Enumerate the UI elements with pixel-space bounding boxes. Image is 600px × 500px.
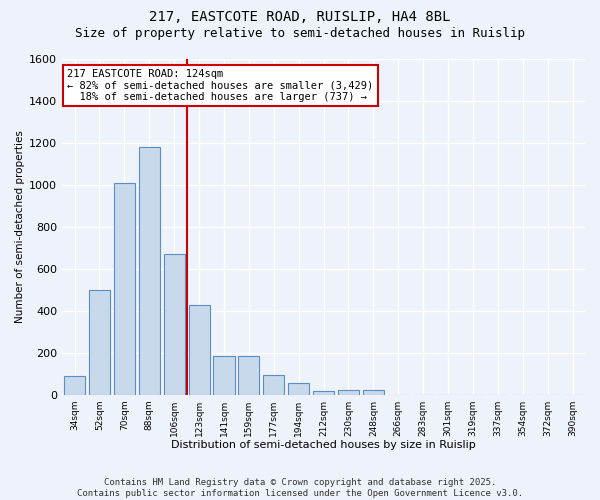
Bar <box>114 183 135 394</box>
Bar <box>288 383 309 394</box>
Bar <box>139 147 160 394</box>
Bar <box>313 392 334 394</box>
X-axis label: Distribution of semi-detached houses by size in Ruislip: Distribution of semi-detached houses by … <box>171 440 476 450</box>
Text: 217 EASTCOTE ROAD: 124sqm
← 82% of semi-detached houses are smaller (3,429)
  18: 217 EASTCOTE ROAD: 124sqm ← 82% of semi-… <box>67 69 374 102</box>
Bar <box>338 390 359 394</box>
Bar <box>238 356 259 395</box>
Bar <box>214 356 235 395</box>
Bar <box>164 254 185 394</box>
Y-axis label: Number of semi-detached properties: Number of semi-detached properties <box>15 130 25 323</box>
Text: Size of property relative to semi-detached houses in Ruislip: Size of property relative to semi-detach… <box>75 28 525 40</box>
Bar <box>263 374 284 394</box>
Text: 217, EASTCOTE ROAD, RUISLIP, HA4 8BL: 217, EASTCOTE ROAD, RUISLIP, HA4 8BL <box>149 10 451 24</box>
Bar <box>363 390 384 394</box>
Text: Contains HM Land Registry data © Crown copyright and database right 2025.
Contai: Contains HM Land Registry data © Crown c… <box>77 478 523 498</box>
Bar <box>188 306 209 394</box>
Bar <box>89 290 110 395</box>
Bar <box>64 376 85 394</box>
